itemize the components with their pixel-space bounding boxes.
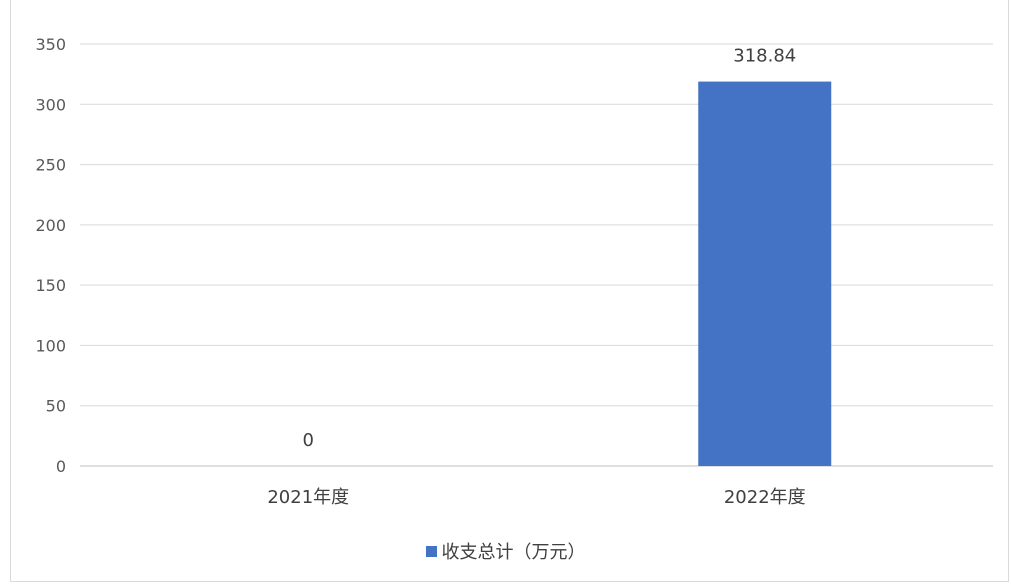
x-category-label: 2022年度 bbox=[724, 487, 806, 508]
bars bbox=[698, 81, 832, 466]
y-tick-label: 100 bbox=[35, 336, 66, 355]
y-tick-label: 50 bbox=[46, 397, 66, 416]
gridlines bbox=[80, 43, 993, 467]
chart-frame bbox=[10, 0, 1009, 582]
x-category-label: 2021年度 bbox=[267, 487, 349, 508]
y-tick-label: 200 bbox=[35, 216, 66, 235]
y-tick-label: 350 bbox=[35, 35, 66, 54]
legend: 收支总计（万元） bbox=[0, 538, 1011, 564]
y-tick-label: 150 bbox=[35, 276, 66, 295]
data-labels: 0 318.84 bbox=[303, 46, 797, 451]
x-axis-categories: 2021年度 2022年度 bbox=[267, 487, 805, 508]
bar-2022年度 bbox=[698, 81, 832, 466]
y-tick-label: 250 bbox=[35, 156, 66, 175]
y-tick-label: 0 bbox=[56, 457, 66, 476]
legend-label: 收支总计（万元） bbox=[441, 542, 586, 563]
data-label: 0 bbox=[303, 430, 314, 451]
data-label: 318.84 bbox=[733, 46, 796, 67]
legend-swatch bbox=[425, 546, 437, 557]
y-tick-label: 300 bbox=[35, 95, 66, 114]
y-axis-ticks: 0 50 100 150 200 250 300 350 bbox=[35, 35, 66, 476]
